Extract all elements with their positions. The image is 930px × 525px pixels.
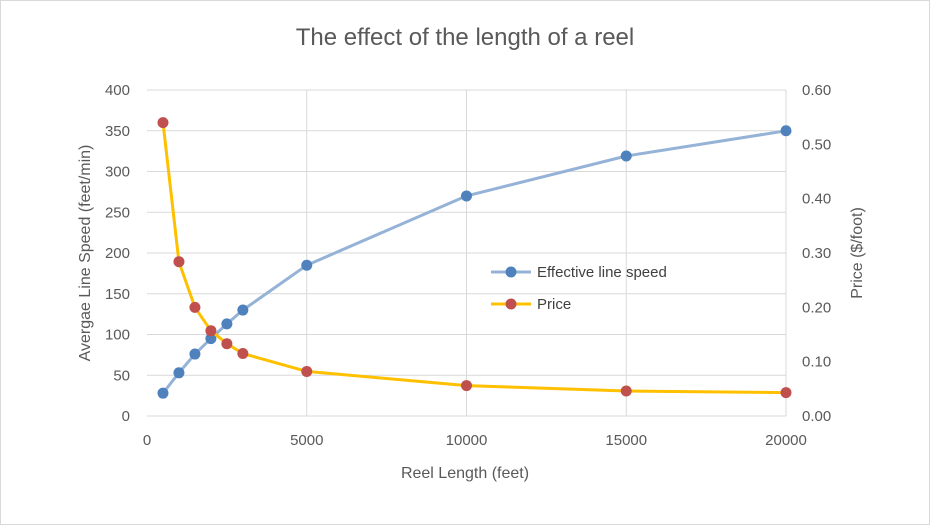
x-axis-title: Reel Length (feet) xyxy=(401,465,529,482)
y-tick-label: 250 xyxy=(105,204,130,221)
axes: 0 50 100 150 200 250 300 350 400 0.00 0.10 0.20 0.30… xyxy=(105,82,831,449)
y-tick-label: 200 xyxy=(105,245,130,262)
legend-marker-effective-line-speed xyxy=(505,266,517,278)
data-point-effective-line-speed xyxy=(301,259,313,271)
x-tick-label: 5000 xyxy=(290,432,323,449)
data-point-price xyxy=(237,348,249,360)
x-tick-label: 0 xyxy=(143,432,151,449)
y2-tick-label: 0.20 xyxy=(802,299,831,316)
data-point-effective-line-speed xyxy=(189,348,201,360)
grid-lines xyxy=(147,89,787,416)
y2-axis-title: Price ($/foot) xyxy=(849,207,866,299)
series-line-price xyxy=(161,121,788,395)
y2-tick-label: 0.30 xyxy=(802,245,831,262)
legend-label-effective-line-speed: Effective line speed xyxy=(537,264,667,281)
data-point-price xyxy=(780,387,792,399)
y-tick-label: 0 xyxy=(122,408,130,425)
data-point-price xyxy=(461,380,472,392)
chart-title: The effect of the length of a reel xyxy=(296,24,634,51)
data-point-price xyxy=(301,365,313,377)
y-tick-label: 300 xyxy=(105,164,130,181)
y2-tick-label: 0.40 xyxy=(802,191,831,208)
legend-label-price: Price xyxy=(537,296,571,313)
y2-tick-label: 0.00 xyxy=(802,408,831,425)
data-point-effective-line-speed xyxy=(780,125,792,137)
x-tick-label: 15000 xyxy=(605,432,647,449)
y-tick-label: 50 xyxy=(113,367,130,384)
y-axis-title: Avergae Line Speed (feet/min) xyxy=(77,145,94,362)
data-point-price xyxy=(620,385,632,397)
data-point-price xyxy=(205,325,217,337)
legend: Effective line speed Price xyxy=(491,264,667,313)
data-point-price xyxy=(189,301,201,313)
y2-tick-label: 0.60 xyxy=(802,82,831,99)
y-tick-label: 400 xyxy=(105,82,130,99)
y-tick-label: 350 xyxy=(105,123,130,140)
series-line-effective-line-speed xyxy=(161,129,788,395)
y-tick-label: 150 xyxy=(105,286,130,303)
data-point-effective-line-speed xyxy=(205,333,217,345)
data-point-effective-line-speed xyxy=(461,190,472,202)
data-point-effective-line-speed xyxy=(173,367,185,379)
y2-tick-label: 0.10 xyxy=(802,354,831,371)
data-point-effective-line-speed xyxy=(620,150,632,162)
data-point-price xyxy=(221,338,233,350)
y-tick-label: 100 xyxy=(105,327,130,344)
x-tick-label: 20000 xyxy=(765,432,807,449)
data-point-effective-line-speed xyxy=(237,304,249,316)
data-point-effective-line-speed xyxy=(221,318,233,330)
x-tick-label: 10000 xyxy=(446,432,488,449)
y2-tick-label: 0.50 xyxy=(802,136,831,153)
data-point-price xyxy=(173,256,185,268)
data-point-effective-line-speed xyxy=(157,387,169,399)
data-point-price xyxy=(157,117,169,129)
series-layer xyxy=(157,117,792,399)
legend-marker-price xyxy=(505,298,517,310)
